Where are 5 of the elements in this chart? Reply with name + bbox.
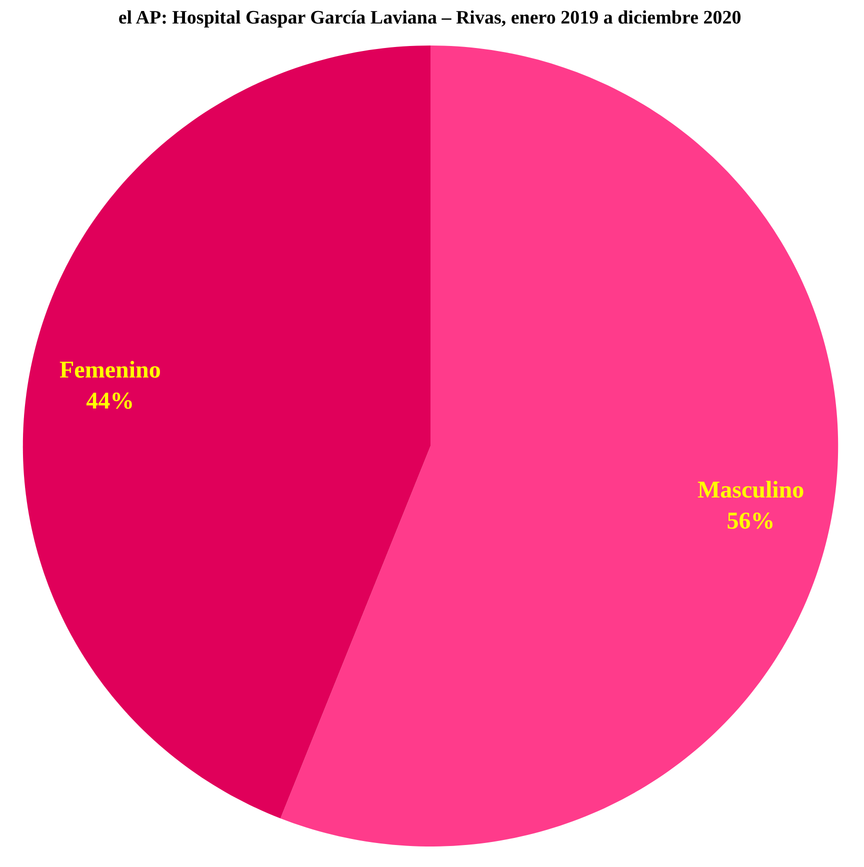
data-label: 44% <box>86 388 134 415</box>
slice-label: Femenino <box>60 357 161 384</box>
data-label: 56% <box>726 508 775 535</box>
slice-label: Masculino <box>697 477 804 504</box>
chart-title: el AP: Hospital Gaspar García Laviana – Rivas, enero 2019 a diciembre 2020 <box>118 8 742 28</box>
